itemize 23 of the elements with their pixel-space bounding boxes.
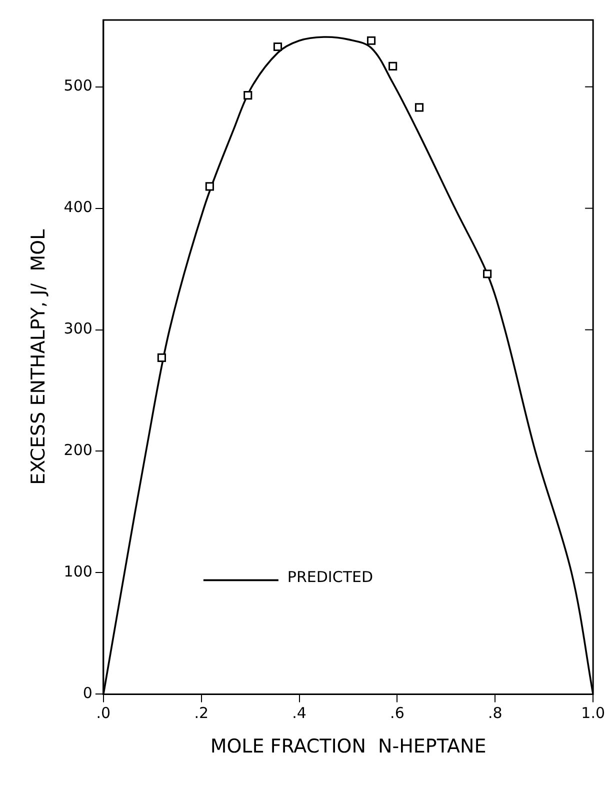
point xyxy=(366,36,376,45)
point xyxy=(414,103,424,112)
y-tick-label: 100 xyxy=(64,562,92,581)
y-tick-label: 500 xyxy=(64,76,92,95)
point xyxy=(483,270,492,278)
x-tick-label: .6 xyxy=(390,704,404,722)
point xyxy=(205,182,214,191)
y-axis-title: EXCESS ENTHALPY, J/ MOL xyxy=(27,228,50,485)
point xyxy=(273,42,282,52)
legend-label: PREDICTED xyxy=(287,568,374,586)
point xyxy=(388,62,398,70)
x-tick-label: .8 xyxy=(488,704,502,722)
x-tick-label: .0 xyxy=(96,704,111,722)
x-axis-title: MOLE FRACTION N-HEPTANE xyxy=(210,736,486,758)
x-tick-label: 1.0 xyxy=(581,704,605,722)
x-tick-label: .4 xyxy=(292,704,306,722)
y-tick-label: 300 xyxy=(64,320,92,338)
y-tick-label: 200 xyxy=(64,441,92,460)
x-tick-label: .2 xyxy=(194,704,209,722)
y-tick-label: 400 xyxy=(64,198,92,216)
y-tick-label: 0 xyxy=(82,684,92,702)
point xyxy=(244,91,252,100)
point xyxy=(157,353,166,362)
